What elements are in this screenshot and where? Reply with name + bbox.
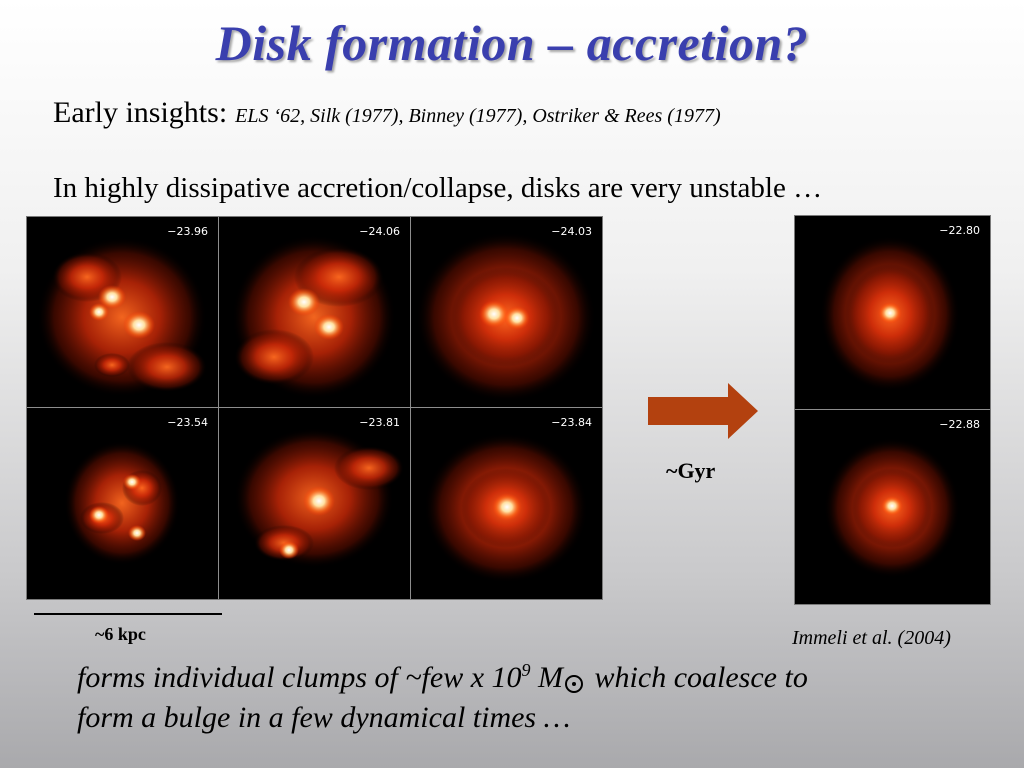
conclusion-text: forms individual clumps of ~few x 109 M … <box>77 658 977 738</box>
sim-panel-7: −22.80 <box>795 216 990 409</box>
sim-panel-label: −23.96 <box>167 225 208 238</box>
galaxy-image-4 <box>64 441 180 565</box>
arrow-label: ~Gyr <box>666 458 716 483</box>
simulation-grid-early: −23.96 −24.06 −24.03 −23.5 <box>26 216 603 600</box>
galaxy-image-2 <box>232 235 396 399</box>
sim-panel-label: −23.81 <box>359 416 400 429</box>
early-insights-label: Early insights: <box>53 96 228 129</box>
sim-panel-label: −22.88 <box>939 418 980 431</box>
conclusion-part-1: forms individual clumps of ~few x 10 <box>77 661 522 694</box>
sim-panel-label: −23.84 <box>551 416 592 429</box>
sim-panel-label: −22.80 <box>939 224 980 237</box>
grid-divider <box>218 217 219 599</box>
exponent: 9 <box>521 660 531 680</box>
conclusion-part-3: form a bulge in a few dynamical times … <box>77 701 571 734</box>
galaxy-image-5 <box>234 428 404 568</box>
conclusion-part-2: which coalesce to <box>587 661 808 694</box>
sim-panel-label: −24.06 <box>359 225 400 238</box>
grid-divider <box>410 217 411 599</box>
citation: Immeli et al. (2004) <box>792 627 951 649</box>
sim-panel-4: −23.54 <box>27 408 218 599</box>
sim-panel-2: −24.06 <box>219 217 410 407</box>
galaxy-image-1 <box>37 237 207 397</box>
solar-mass-symbol: M <box>530 661 564 694</box>
grid-divider <box>27 407 602 408</box>
sim-panel-label: −23.54 <box>167 416 208 429</box>
sim-panel-3: −24.03 <box>411 217 602 407</box>
sun-icon <box>565 675 584 693</box>
galaxy-image-6 <box>424 433 588 583</box>
grid-divider <box>795 409 990 410</box>
simulation-grid-late: −22.80 −22.88 <box>794 215 991 605</box>
instability-statement: In highly dissipative accretion/collapse… <box>53 172 823 204</box>
early-insights-line: Early insights: ELS ‘62, Silk (1977), Bin… <box>53 96 721 130</box>
galaxy-image-7 <box>820 236 960 392</box>
sim-panel-1: −23.96 <box>27 217 218 407</box>
right-arrow-icon <box>648 383 758 439</box>
scale-bar-label: ~6 kpc <box>95 624 146 644</box>
sim-panel-8: −22.88 <box>795 410 990 604</box>
sim-panel-5: −23.81 <box>219 408 410 599</box>
scale-bar <box>34 613 222 615</box>
sim-panel-6: −23.84 <box>411 408 602 599</box>
galaxy-image-8 <box>824 438 960 578</box>
sim-panel-label: −24.03 <box>551 225 592 238</box>
galaxy-image-3 <box>416 232 596 402</box>
slide-title: Disk formation – accretion? <box>215 15 809 71</box>
early-insights-refs: ELS ‘62, Silk (1977), Binney (1977), Ost… <box>235 105 721 127</box>
